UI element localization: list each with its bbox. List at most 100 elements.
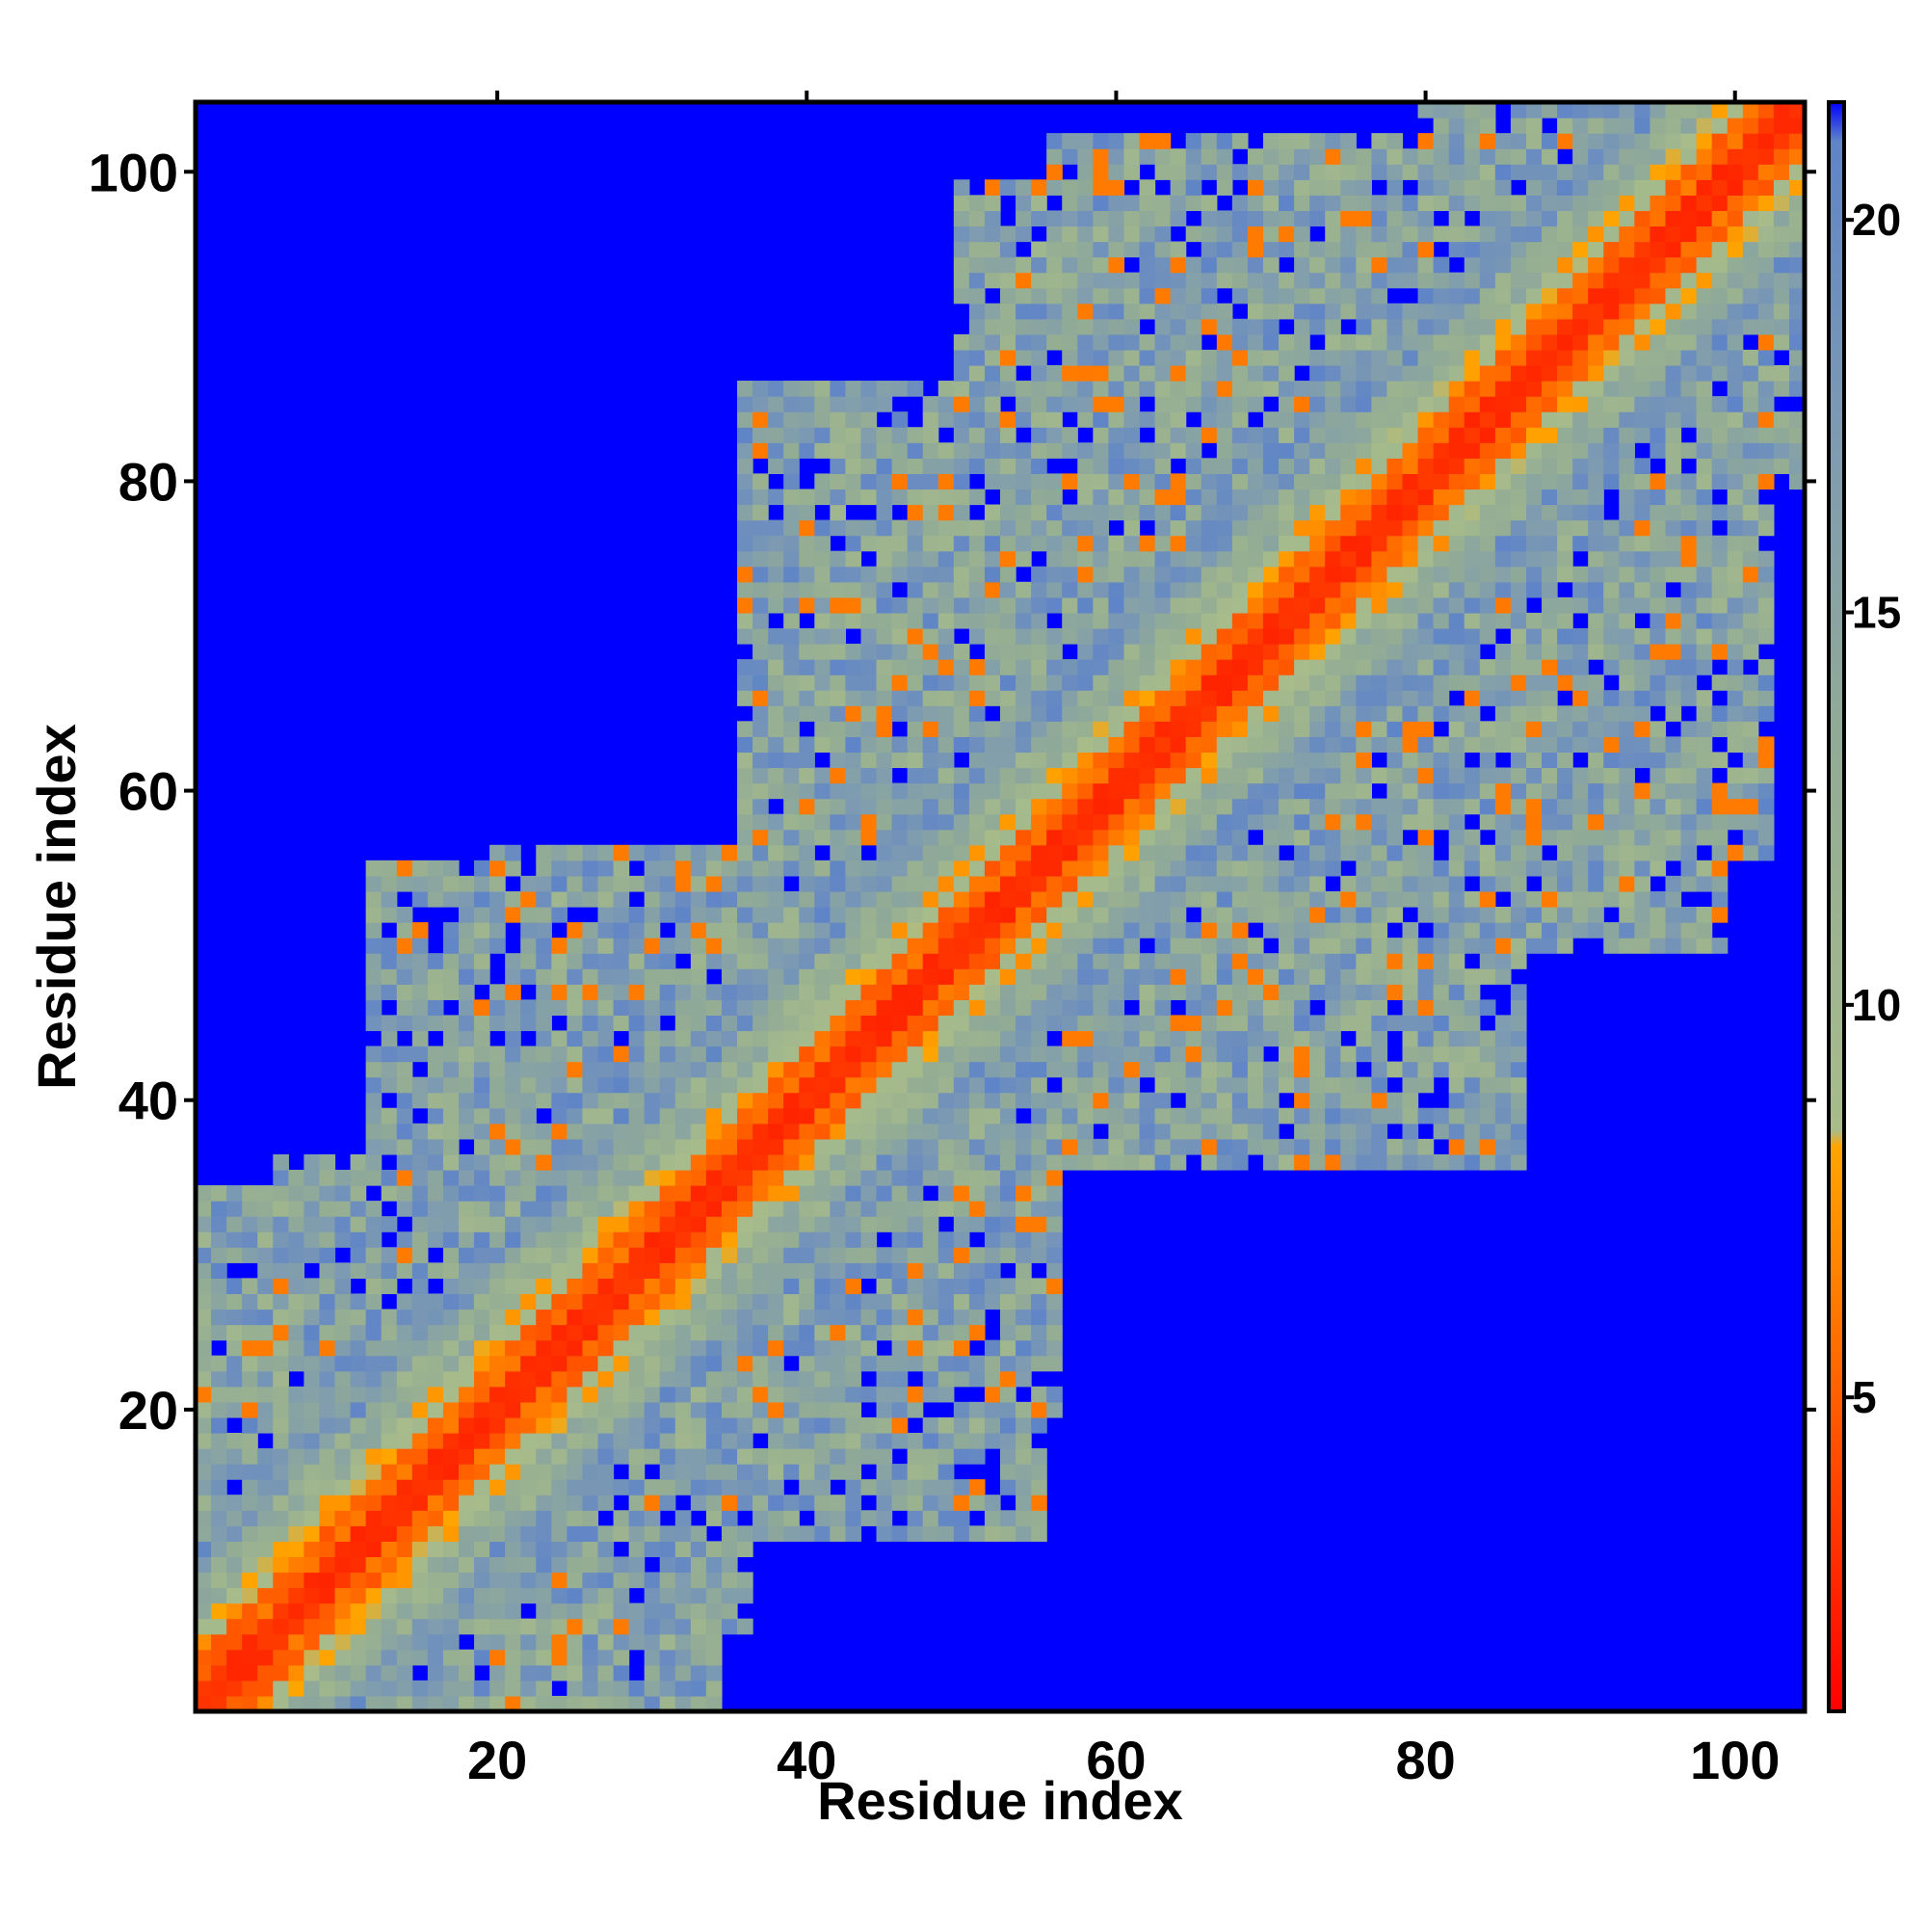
heatmap-cell — [1201, 1045, 1218, 1063]
heatmap-cell — [1123, 984, 1141, 1000]
heatmap-cell — [1231, 1045, 1249, 1063]
heatmap-cell — [1464, 164, 1481, 180]
heatmap-cell — [304, 1324, 321, 1341]
heatmap-cell — [1185, 473, 1202, 490]
heatmap-cell — [411, 1602, 429, 1620]
heatmap-cell — [1108, 550, 1125, 568]
heatmap-cell — [411, 1201, 429, 1217]
heatmap-cell — [907, 999, 924, 1017]
heatmap-cell — [613, 1680, 630, 1697]
heatmap-cell — [489, 1015, 506, 1032]
heatmap-cell — [1108, 752, 1125, 769]
heatmap-cell — [1325, 256, 1341, 274]
heatmap-cell — [830, 1015, 847, 1032]
heatmap-cell — [937, 489, 955, 506]
heatmap-cell — [613, 1587, 630, 1604]
heatmap-cell — [1185, 1045, 1202, 1063]
heatmap-cell — [551, 890, 568, 908]
heatmap-cell — [1201, 1107, 1218, 1125]
heatmap-cell — [442, 1618, 460, 1635]
heatmap-cell — [984, 349, 1001, 366]
heatmap-cell — [1139, 984, 1156, 1000]
heatmap-cell — [1402, 148, 1419, 165]
heatmap-cell — [1154, 303, 1172, 320]
heatmap-cell — [984, 1355, 1001, 1372]
heatmap-cell — [737, 1092, 753, 1109]
heatmap-cell — [1340, 519, 1357, 537]
heatmap-cell — [830, 813, 847, 831]
heatmap-cell — [1093, 566, 1110, 583]
heatmap-cell — [922, 566, 939, 583]
heatmap-cell — [644, 907, 661, 923]
heatmap-cell — [411, 1293, 429, 1310]
heatmap-cell — [411, 1030, 429, 1047]
heatmap-cell — [242, 1587, 258, 1604]
heatmap-cell — [984, 829, 1001, 846]
heatmap-cell — [1123, 519, 1141, 537]
heatmap-cell — [1201, 550, 1218, 568]
heatmap-cell — [505, 1479, 521, 1495]
heatmap-cell — [505, 1015, 521, 1032]
heatmap-cell — [674, 1432, 692, 1449]
heatmap-cell — [737, 1464, 753, 1480]
heatmap-cell — [1325, 566, 1341, 583]
heatmap-cell — [257, 1247, 274, 1263]
heatmap-cell — [674, 1602, 692, 1620]
heatmap-cell — [1185, 736, 1202, 754]
heatmap-cell — [304, 1309, 321, 1326]
heatmap-cell — [783, 736, 800, 754]
heatmap-cell — [1262, 179, 1280, 196]
heatmap-cell — [1247, 659, 1264, 675]
heatmap-cell — [427, 1479, 444, 1495]
heatmap-cell — [1448, 721, 1465, 737]
heatmap-cell — [1479, 303, 1496, 320]
heatmap-cell — [984, 860, 1001, 877]
heatmap-cell — [1108, 333, 1125, 351]
heatmap-cell — [1247, 767, 1264, 784]
heatmap-cell — [1371, 1030, 1388, 1047]
heatmap-cell — [474, 1216, 490, 1232]
heatmap-cell — [304, 1339, 321, 1357]
heatmap-cell — [1279, 287, 1295, 304]
heatmap-cell — [1247, 550, 1264, 568]
heatmap-cell — [1016, 1231, 1032, 1248]
heatmap-cell — [242, 1324, 258, 1341]
heatmap-cell — [953, 907, 970, 923]
heatmap-cell — [1386, 782, 1404, 800]
heatmap-cell — [1309, 473, 1326, 490]
heatmap-cell — [1386, 1138, 1404, 1155]
heatmap-cell — [1031, 627, 1047, 645]
heatmap-cell — [273, 1556, 289, 1574]
heatmap-cell — [1356, 581, 1372, 598]
heatmap-cell — [1170, 396, 1187, 412]
heatmap-cell — [830, 1092, 847, 1109]
heatmap-cell — [1231, 1030, 1249, 1047]
heatmap-cell — [937, 1107, 955, 1125]
heatmap-cell — [1309, 318, 1326, 335]
heatmap-cell — [1386, 381, 1404, 397]
heatmap-cell — [474, 1262, 490, 1279]
heatmap-cell — [1247, 581, 1264, 598]
heatmap-cell — [968, 596, 986, 614]
heatmap-cell — [1062, 612, 1078, 629]
heatmap-cell — [597, 1370, 615, 1388]
heatmap-cell — [427, 1432, 444, 1449]
heatmap-cell — [1279, 225, 1295, 243]
heatmap-cell — [1031, 690, 1047, 706]
heatmap-cell — [814, 581, 831, 598]
heatmap-cell — [551, 1587, 568, 1604]
heatmap-cell — [474, 890, 490, 908]
heatmap-cell — [1402, 968, 1419, 985]
heatmap-cell — [1016, 1138, 1032, 1155]
heatmap-cell — [1433, 596, 1450, 614]
heatmap-cell — [876, 489, 893, 506]
heatmap-cell — [1077, 984, 1094, 1000]
heatmap-cell — [1309, 953, 1326, 969]
heatmap-cell — [968, 1201, 986, 1217]
heatmap-cell — [536, 1293, 552, 1310]
heatmap-cell — [644, 1309, 661, 1326]
heatmap-cell — [674, 1479, 692, 1495]
heatmap-cell — [860, 721, 878, 737]
heatmap-cell — [1279, 675, 1295, 691]
heatmap-cell — [1433, 566, 1450, 583]
